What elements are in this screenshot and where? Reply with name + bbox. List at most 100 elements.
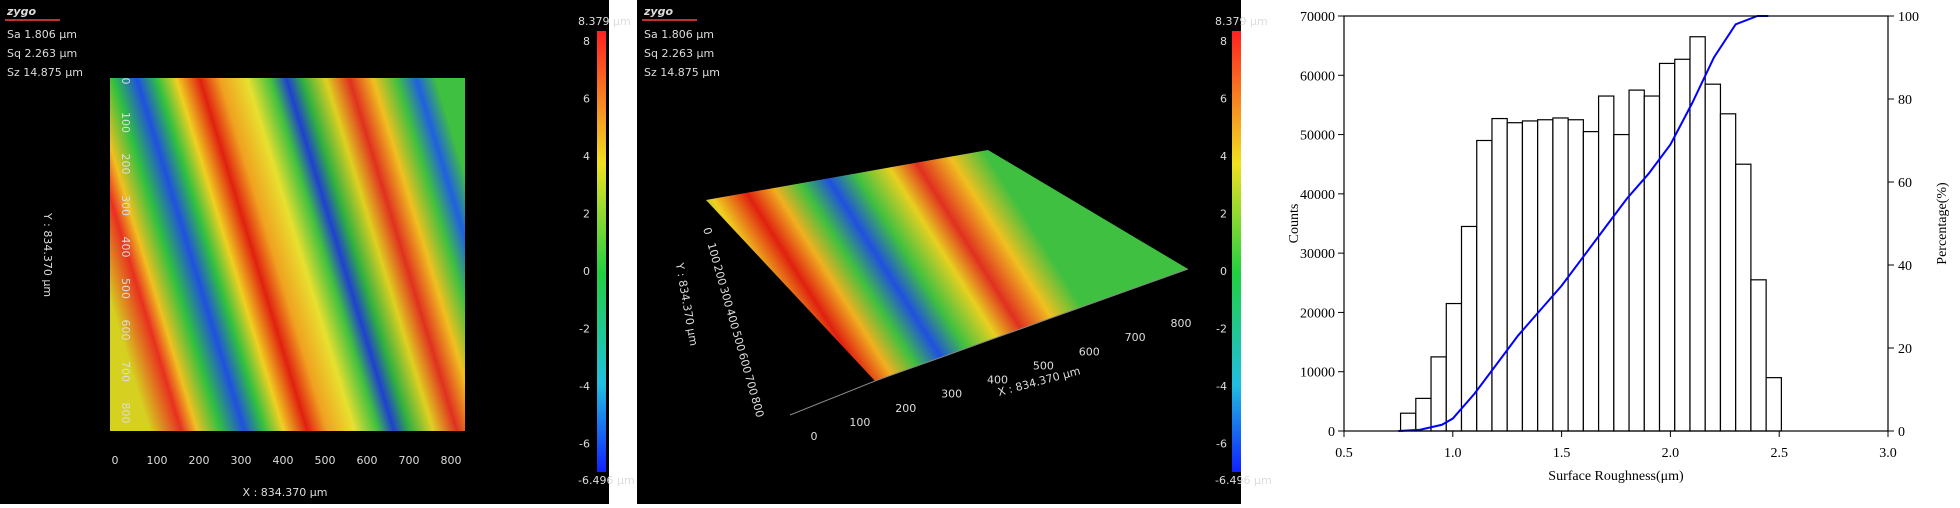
logo: zygo — [643, 5, 673, 18]
axis-frame — [789, 268, 1189, 416]
x-axis-label: X : 834.370 μm — [243, 486, 328, 499]
colorbar-tick: -2 — [1216, 323, 1227, 336]
x-tick-label: 1.0 — [1444, 446, 1462, 461]
bar — [1506, 122, 1524, 432]
x-tick: 100 — [849, 416, 870, 429]
x-tick-label: 1.5 — [1553, 446, 1571, 461]
x-tick: 100 — [147, 454, 168, 467]
colorbar-max: 8.379 μm — [578, 15, 631, 28]
bar — [1735, 163, 1752, 432]
y-tick-label: 70000 — [1300, 10, 1335, 25]
x-tick: 300 — [941, 388, 962, 401]
bar — [1704, 83, 1722, 432]
bar — [1521, 120, 1539, 432]
x-tick: 700 — [1125, 331, 1146, 344]
colorbar-min: -6.496 μm — [1215, 474, 1272, 487]
colorbar-tick: 0 — [1220, 265, 1227, 278]
y-tick: 200 — [711, 263, 729, 287]
colorbar-tick: -6 — [1216, 438, 1227, 451]
x-tick: 400 — [273, 454, 294, 467]
x-tick: 500 — [315, 454, 336, 467]
plot-frame — [1343, 15, 1889, 432]
panel-3d-view: zygo Sa 1.806 μm Sq 2.263 μm Sz 14.875 μm 8 6… — [637, 0, 1272, 504]
x-tick: 0 — [811, 430, 818, 443]
colorbar-tick: 2 — [583, 208, 590, 221]
y-tick: 500 — [119, 278, 132, 299]
bar — [1597, 95, 1615, 432]
y-tick: 100 — [119, 112, 132, 133]
bar — [1643, 95, 1661, 432]
y2-tick-label: 40 — [1898, 259, 1912, 274]
y-tick: 600 — [736, 351, 754, 375]
y-tick: 100 — [705, 241, 723, 265]
bar — [1628, 89, 1645, 432]
y2-tick-label: 100 — [1898, 10, 1919, 25]
y-tick-label: 50000 — [1300, 129, 1335, 144]
x-tick: 300 — [231, 454, 252, 467]
y-tick: 300 — [119, 195, 132, 216]
bar — [1552, 117, 1569, 432]
bar — [1491, 117, 1508, 432]
y2-tick-label: 80 — [1898, 93, 1912, 108]
cumulative-line — [1398, 15, 1769, 432]
colorbar-tick: -4 — [1216, 380, 1227, 393]
surface-parameter: Sq 2.263 μm — [644, 47, 714, 60]
x-tick: 500 — [1033, 359, 1054, 372]
y-tick-label: 60000 — [1300, 69, 1335, 84]
bar — [1430, 356, 1447, 432]
bar — [1613, 133, 1630, 432]
x-tick-label: 2.5 — [1770, 446, 1788, 461]
y-tick: 200 — [119, 154, 132, 175]
colorbar-tick: 6 — [1220, 93, 1227, 106]
y-tick: 500 — [730, 329, 748, 353]
bar — [1399, 412, 1417, 432]
bar — [1689, 36, 1706, 432]
y2-tick-label: 20 — [1898, 342, 1912, 357]
x-tick: 800 — [441, 454, 462, 467]
colorbar-max: 8.379 μm — [1215, 15, 1268, 28]
bar — [1750, 279, 1767, 432]
colorbar-tick: 8 — [1220, 35, 1227, 48]
surface-image — [110, 78, 465, 431]
bar — [1415, 397, 1432, 432]
x-tick-label: 2.0 — [1662, 446, 1680, 461]
y-tick: 0 — [119, 78, 132, 85]
colorbar-tick: 4 — [1220, 150, 1227, 163]
x-tick: 0 — [112, 454, 119, 467]
x-tick: 600 — [357, 454, 378, 467]
bar — [1582, 131, 1600, 432]
y-tick-label: 30000 — [1300, 247, 1335, 262]
surface-parameter: Sa 1.806 μm — [644, 28, 714, 41]
y-tick: 800 — [119, 403, 132, 424]
x-tick: 200 — [895, 402, 916, 415]
panel-top-view: zygo Sa 1.806 μm Sq 2.263 μm Sz 14.875 μm 8 6… — [0, 0, 635, 504]
colorbar-tick: 6 — [583, 93, 590, 106]
colorbar-tick: 4 — [583, 150, 590, 163]
y-tick: 0 — [700, 226, 714, 236]
y-tick: 800 — [748, 395, 766, 419]
x-tick: 200 — [189, 454, 210, 467]
bar — [1658, 62, 1676, 432]
colorbar-tick: -6 — [579, 438, 590, 451]
colorbar-min: -6.496 μm — [578, 474, 635, 487]
x-tick: 400 — [987, 374, 1008, 387]
y-tick: 700 — [119, 361, 132, 382]
logo: zygo — [6, 5, 36, 18]
surface-parameter: Sq 2.263 μm — [7, 47, 77, 60]
y2-tick-label: 60 — [1898, 176, 1912, 191]
y-tick-label: 10000 — [1300, 366, 1335, 381]
y-tick: 400 — [723, 307, 741, 331]
bar — [1719, 113, 1737, 432]
colorbar — [1232, 31, 1241, 472]
y-tick-label: 40000 — [1300, 188, 1335, 203]
y-tick-label: 0 — [1328, 425, 1335, 440]
bar — [1537, 119, 1554, 432]
surface-parameter: Sz 14.875 μm — [7, 66, 83, 79]
y-tick: 400 — [119, 237, 132, 258]
histogram-chart: 0.5 1.0 1.5 2.0 2.5 3.00100002000030000400005… — [1287, 10, 1950, 484]
bar — [1765, 377, 1782, 432]
y-tick: 300 — [717, 285, 735, 309]
surface-image — [706, 150, 1188, 381]
y-tick: 700 — [742, 373, 760, 397]
bar — [1674, 58, 1691, 432]
